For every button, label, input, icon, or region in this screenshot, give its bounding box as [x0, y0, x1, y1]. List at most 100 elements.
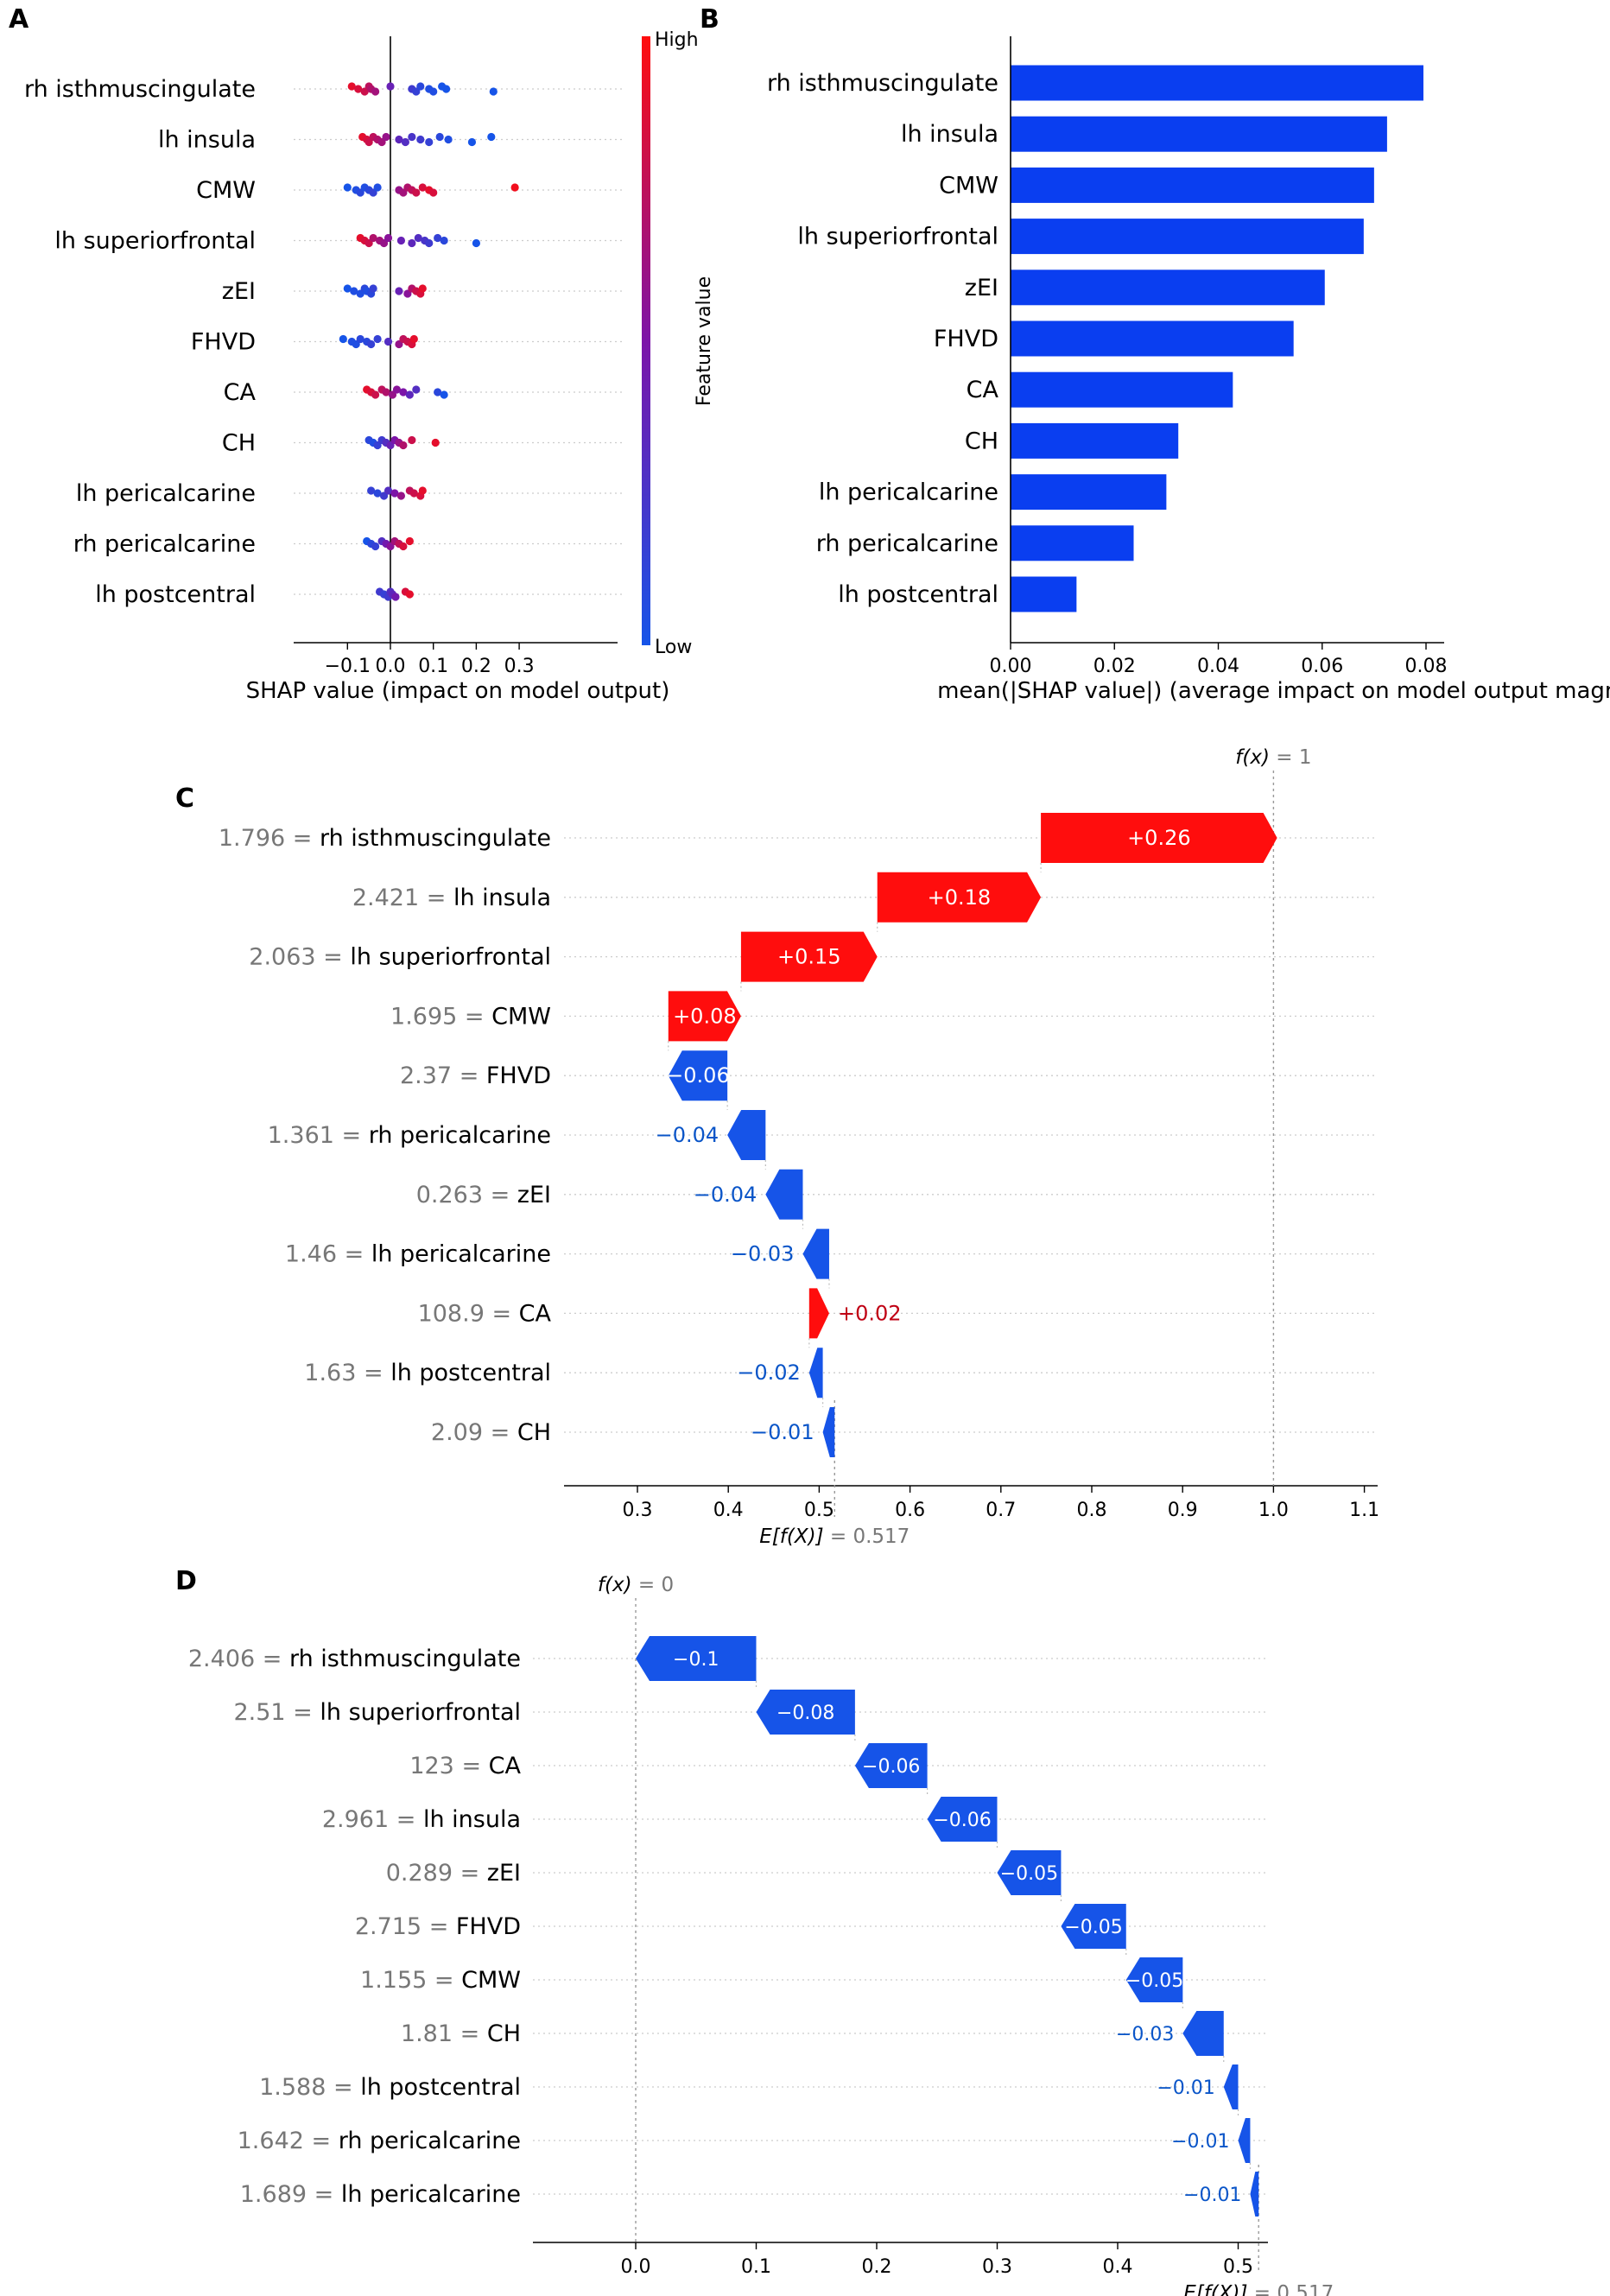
d-feature-name: CA — [489, 1753, 522, 1779]
c-bar-value-label: −0.03 — [731, 1242, 795, 1266]
d-feature-name: rh isthmuscingulate — [289, 1646, 521, 1672]
d-waterfall-bar — [997, 1850, 1062, 1895]
c-feature-value: 1.796 — [219, 825, 285, 852]
c-bar-value-label: −0.01 — [751, 1420, 815, 1444]
c-bar-value-label: +0.18 — [928, 885, 992, 910]
d-feature-value: 2.715 — [355, 1913, 422, 1940]
d-feature-value: 2.51 — [233, 1699, 285, 1726]
c-feature-name: lh postcentral — [390, 1360, 551, 1386]
c-equals-sign: = — [337, 1241, 371, 1268]
a-shap-point — [396, 492, 406, 500]
c-feature-name: rh isthmuscingulate — [320, 825, 551, 852]
c-feature-value: 1.46 — [285, 1241, 337, 1268]
d-output-value-text: = 0 — [632, 1574, 675, 1596]
d-base-label: E[f(X)] — [1183, 2282, 1247, 2296]
a-shap-point — [412, 385, 421, 394]
a-shap-point — [399, 441, 408, 450]
a-shap-point — [392, 385, 402, 394]
a-feature-label: zEI — [222, 278, 256, 305]
a-feature-label: FHVD — [191, 329, 256, 356]
d-bar-value-label: −0.05 — [1064, 1917, 1122, 1938]
a-shap-point — [369, 284, 377, 293]
a-shap-point — [401, 137, 409, 147]
d-feature-name: lh postcentral — [360, 2074, 521, 2101]
d-feature-value: 1.588 — [259, 2074, 326, 2101]
a-x-tick-label: 0.3 — [504, 656, 535, 677]
a-shap-point — [416, 82, 425, 91]
d-feature-value: 1.689 — [240, 2181, 307, 2208]
d-equals-sign: = — [427, 1967, 461, 1994]
d-feature-value: 1.155 — [360, 1967, 427, 1994]
c-feature-row-label: 1.695 = CMW — [390, 1003, 551, 1030]
b-category-label: rh isthmuscingulate — [767, 70, 998, 97]
a-shap-point — [429, 188, 438, 197]
c-feature-row-label: 0.263 = zEI — [416, 1182, 551, 1208]
b-category-label: CA — [967, 377, 999, 403]
c-waterfall-bar — [727, 1110, 766, 1160]
c-bar-value-label: +0.02 — [838, 1301, 902, 1325]
d-waterfall-bar — [1182, 2011, 1224, 2056]
a-shap-point — [431, 438, 440, 447]
d-waterfall-bar — [1223, 2064, 1239, 2109]
a-shap-point — [409, 334, 418, 344]
d-waterfall-bar — [756, 1690, 855, 1735]
c-feature-value: 0.263 — [416, 1182, 483, 1208]
b-bar — [1011, 371, 1233, 408]
c-feature-value: 2.063 — [249, 944, 315, 971]
a-feature-label: CH — [222, 430, 256, 457]
c-output-annotation: f(x) = 1 — [1235, 746, 1311, 769]
c-x-tick-label: 0.6 — [895, 1500, 925, 1521]
d-feature-name: lh superiorfrontal — [320, 1699, 521, 1726]
b-bar — [1011, 474, 1167, 511]
d-equals-sign: = — [307, 2181, 341, 2208]
c-bar-value-label: −0.04 — [694, 1183, 757, 1207]
d-feature-name: FHVD — [456, 1913, 521, 1940]
b-bar — [1011, 422, 1179, 459]
d-equals-sign: = — [286, 1699, 320, 1726]
a-shap-point — [444, 135, 453, 144]
d-feature-name: CH — [487, 2020, 521, 2047]
c-equals-sign: = — [483, 1182, 517, 1208]
c-x-tick-label: 0.3 — [623, 1500, 653, 1521]
a-shap-point — [399, 388, 408, 396]
c-x-tick-label: 0.8 — [1077, 1500, 1107, 1521]
d-feature-name: lh insula — [423, 1806, 521, 1833]
a-shap-point — [442, 85, 451, 93]
c-x-tick-label: 0.5 — [804, 1500, 834, 1521]
d-equals-sign: = — [453, 1860, 487, 1887]
d-equals-sign: = — [422, 1913, 456, 1940]
a-feature-label: lh postcentral — [95, 581, 256, 608]
d-bar-value-label: −0.06 — [933, 1810, 991, 1831]
a-shap-point — [383, 486, 393, 495]
c-bar-value-label: +0.26 — [1127, 826, 1191, 850]
a-shap-point — [472, 238, 481, 248]
c-feature-value: 108.9 — [418, 1300, 485, 1327]
a-shap-point — [339, 334, 347, 344]
c-feature-name: lh superiorfrontal — [350, 944, 551, 971]
d-feature-name: zEI — [487, 1860, 521, 1887]
b-bar — [1011, 167, 1374, 203]
d-waterfall-bar — [636, 1636, 757, 1681]
b-bar — [1011, 576, 1077, 612]
a-shap-point — [405, 590, 414, 599]
c-feature-value: 1.361 — [268, 1122, 334, 1149]
panel-c-waterfall: +0.26 1.796 = rh isthmuscingulate +0.18 2.4… — [219, 746, 1379, 1548]
c-waterfall-bar — [740, 931, 878, 982]
a-shap-point — [382, 132, 390, 142]
a-feature-label: lh insula — [158, 127, 256, 154]
d-feature-name: lh pericalcarine — [341, 2181, 521, 2208]
d-waterfall-bar — [1238, 2118, 1251, 2163]
c-waterfall-bar — [765, 1169, 803, 1220]
a-feature-label: lh superiorfrontal — [54, 228, 256, 255]
d-base-annotation: E[f(X)] = 0.517 — [1183, 2282, 1334, 2296]
a-shap-point — [405, 536, 414, 546]
a-shap-point — [412, 188, 421, 197]
a-feature-label: rh isthmuscingulate — [24, 76, 256, 103]
a-shap-point — [408, 435, 416, 445]
d-waterfall-bar — [927, 1797, 998, 1842]
c-feature-value: 1.695 — [390, 1003, 457, 1030]
d-equals-sign: = — [326, 2074, 360, 2101]
a-shap-point — [434, 233, 442, 243]
d-feature-row-label: 1.81 = CH — [401, 2020, 521, 2047]
